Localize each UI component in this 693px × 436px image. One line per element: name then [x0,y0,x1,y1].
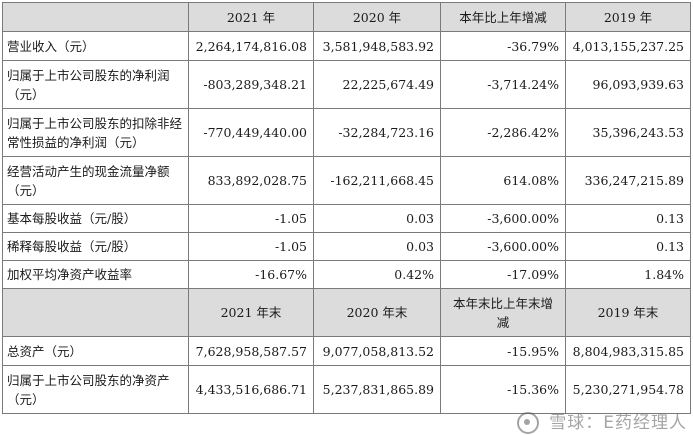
value-2021: 7,628,958,587.57 [188,336,314,366]
table-row: 基本每股收益（元/股） -1.05 0.03 -3,600.00% 0.13 [2,204,691,233]
value-2020: 0.42% [313,260,441,289]
value-2020: 22,225,674.49 [313,60,441,109]
row-label: 经营活动产生的现金流量净额（元） [2,156,189,205]
value-2020: -32,284,723.16 [313,108,441,157]
value-2020: 9,077,058,813.52 [313,336,441,366]
table-row: 总资产（元） 7,628,958,587.57 9,077,058,813.52… [2,336,691,366]
row-label: 归属于上市公司股东的净利润（元） [2,60,189,109]
header-cell-2019: 2019 年 [565,2,691,32]
header-cell-label [2,288,189,337]
value-2020: 5,237,831,865.89 [313,365,441,414]
value-2019: 336,247,215.89 [565,156,691,205]
value-change: -3,714.24% [440,60,566,109]
value-2020: 3,581,948,583.92 [313,31,441,61]
row-label: 归属于上市公司股东的净资产（元） [2,365,189,414]
value-2021: 4,433,516,686.71 [188,365,314,414]
header-cell-2020: 2020 年 [313,2,441,32]
value-change: -15.95% [440,336,566,366]
value-2021: -1.05 [188,204,314,233]
value-change: -36.79% [440,31,566,61]
table-row: 稀释每股收益（元/股） -1.05 0.03 -3,600.00% 0.13 [2,232,691,261]
table-row: 营业收入（元） 2,264,174,816.08 3,581,948,583.9… [2,31,691,61]
value-2019: 4,013,155,237.25 [565,31,691,61]
header-cell-2019-end: 2019 年末 [565,288,691,337]
value-change: -15.36% [440,365,566,414]
header-cell-2021: 2021 年 [188,2,314,32]
value-2019: 35,396,243.53 [565,108,691,157]
header-cell-change: 本年比上年增减 [440,2,566,32]
row-label: 总资产（元） [2,336,189,366]
header-cell-change-end: 本年末比上年末增减 [440,288,566,337]
value-2020: 0.03 [313,204,441,233]
watermark: 雪球：E药经理人 [516,408,687,434]
value-2021: -1.05 [188,232,314,261]
row-label: 加权平均净资产收益率 [2,260,189,289]
value-2019: 1.84% [565,260,691,289]
value-2019: 0.13 [565,204,691,233]
value-2019: 96,093,939.63 [565,60,691,109]
header-cell-label [2,2,189,32]
row-label: 营业收入（元） [2,31,189,61]
table-row: 经营活动产生的现金流量净额（元） 833,892,028.75 -162,211… [2,156,691,205]
table-row: 归属于上市公司股东的净利润（元） -803,289,348.21 22,225,… [2,60,691,109]
value-2020: -162,211,668.45 [313,156,441,205]
value-2021: -16.67% [188,260,314,289]
header-cell-2020-end: 2020 年末 [313,288,441,337]
value-2019: 5,230,271,954.78 [565,365,691,414]
value-change: -3,600.00% [440,232,566,261]
table-row: 归属于上市公司股东的扣除非经常性损益的净利润（元） -770,449,440.0… [2,108,691,157]
header-cell-2021-end: 2021 年末 [188,288,314,337]
value-change: -3,600.00% [440,204,566,233]
value-2020: 0.03 [313,232,441,261]
snowball-logo-icon [516,412,539,434]
row-label: 归属于上市公司股东的扣除非经常性损益的净利润（元） [2,108,189,157]
value-2021: 833,892,028.75 [188,156,314,205]
value-change: 614.08% [440,156,566,205]
table-header-row: 2021 年 2020 年 本年比上年增减 2019 年 [2,2,691,32]
table-row: 归属于上市公司股东的净资产（元） 4,433,516,686.71 5,237,… [2,365,691,414]
financial-summary-table: 2021 年 2020 年 本年比上年增减 2019 年 营业收入（元） 2,2… [2,2,691,414]
value-2021: -770,449,440.00 [188,108,314,157]
table-header-row: 2021 年末 2020 年末 本年末比上年末增减 2019 年末 [2,288,691,337]
watermark-text: 雪球：E药经理人 [549,413,687,433]
value-2019: 0.13 [565,232,691,261]
row-label: 稀释每股收益（元/股） [2,232,189,261]
value-2021: 2,264,174,816.08 [188,31,314,61]
table-row: 加权平均净资产收益率 -16.67% 0.42% -17.09% 1.84% [2,260,691,289]
value-2019: 8,804,983,315.85 [565,336,691,366]
value-change: -2,286.42% [440,108,566,157]
value-change: -17.09% [440,260,566,289]
row-label: 基本每股收益（元/股） [2,204,189,233]
value-2021: -803,289,348.21 [188,60,314,109]
